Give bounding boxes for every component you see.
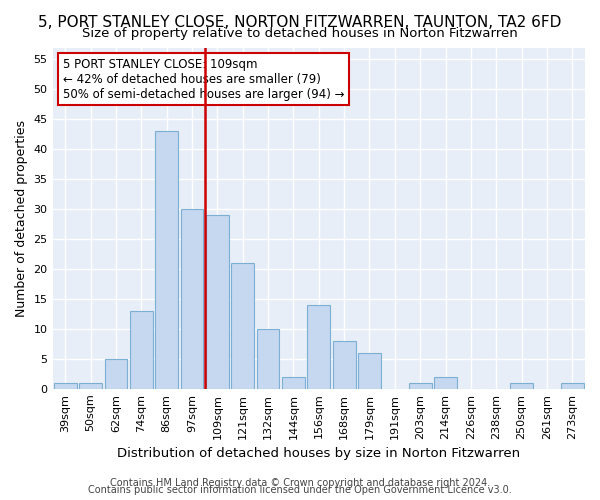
Text: Contains HM Land Registry data © Crown copyright and database right 2024.: Contains HM Land Registry data © Crown c… xyxy=(110,478,490,488)
Bar xyxy=(409,383,431,389)
Bar xyxy=(358,353,381,389)
Bar xyxy=(104,359,127,389)
Text: Contains public sector information licensed under the Open Government Licence v3: Contains public sector information licen… xyxy=(88,485,512,495)
Bar xyxy=(307,305,330,389)
Bar xyxy=(54,383,77,389)
Text: 5 PORT STANLEY CLOSE: 109sqm
← 42% of detached houses are smaller (79)
50% of se: 5 PORT STANLEY CLOSE: 109sqm ← 42% of de… xyxy=(63,58,344,100)
Y-axis label: Number of detached properties: Number of detached properties xyxy=(15,120,28,316)
Bar xyxy=(561,383,584,389)
Bar xyxy=(434,377,457,389)
Bar xyxy=(231,263,254,389)
X-axis label: Distribution of detached houses by size in Norton Fitzwarren: Distribution of detached houses by size … xyxy=(117,447,520,460)
Bar xyxy=(79,383,102,389)
Bar xyxy=(206,215,229,389)
Text: Size of property relative to detached houses in Norton Fitzwarren: Size of property relative to detached ho… xyxy=(82,28,518,40)
Text: 5, PORT STANLEY CLOSE, NORTON FITZWARREN, TAUNTON, TA2 6FD: 5, PORT STANLEY CLOSE, NORTON FITZWARREN… xyxy=(38,15,562,30)
Bar xyxy=(155,132,178,389)
Bar xyxy=(282,377,305,389)
Bar xyxy=(257,329,280,389)
Bar xyxy=(510,383,533,389)
Bar xyxy=(333,341,356,389)
Bar xyxy=(130,311,152,389)
Bar xyxy=(181,209,203,389)
